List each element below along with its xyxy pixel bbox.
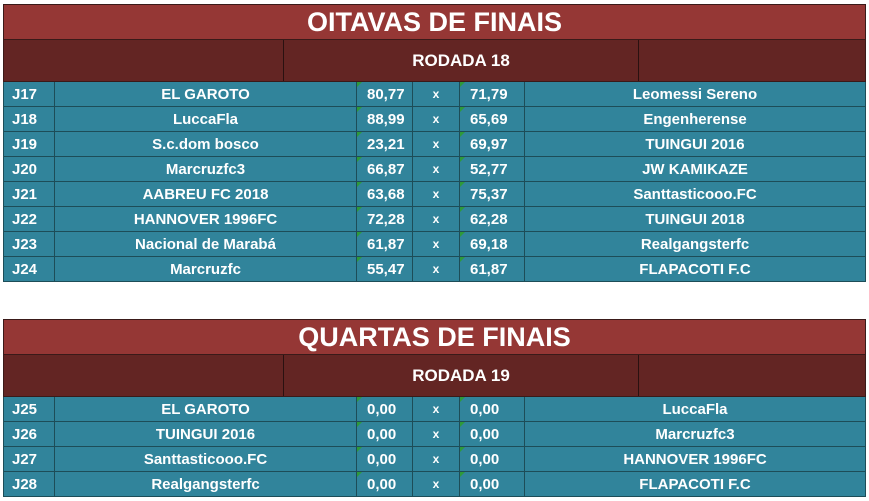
home-team: S.c.dom bosco: [55, 132, 357, 156]
away-team: TUINGUI 2016: [525, 132, 865, 156]
match-id: J19: [4, 132, 55, 156]
table-row: J27 Santtasticooo.FC 0,00 x 0,00 HANNOVER 199…: [3, 447, 866, 472]
away-score: 69,97: [460, 132, 525, 156]
versus-mark: x: [413, 472, 460, 496]
oitavas-match-list: J17 EL GAROTO 80,77 x 71,79 Leomessi Sereno J1…: [3, 82, 866, 282]
quartas-section: QUARTAS DE FINAIS RODADA 19 J25 EL GAROTO…: [3, 319, 866, 497]
away-score: 0,00: [460, 447, 525, 471]
home-team: Nacional de Marabá: [55, 232, 357, 256]
away-score: 62,28: [460, 207, 525, 231]
home-score: 72,28: [357, 207, 413, 231]
away-score: 75,37: [460, 182, 525, 206]
away-team: Marcruzfc3: [525, 422, 865, 446]
away-score: 0,00: [460, 397, 525, 421]
table-row: J25 EL GAROTO 0,00 x 0,00 LuccaFla: [3, 397, 866, 422]
away-team: Santtasticooo.FC: [525, 182, 865, 206]
home-score: 0,00: [357, 397, 413, 421]
away-team: FLAPACOTI F.C: [525, 257, 865, 281]
away-team: HANNOVER 1996FC: [525, 447, 865, 471]
home-team: AABREU FC 2018: [55, 182, 357, 206]
table-row: J21 AABREU FC 2018 63,68 x 75,37 Santtasticoo…: [3, 182, 866, 207]
versus-mark: x: [413, 232, 460, 256]
home-team: Marcruzfc: [55, 257, 357, 281]
table-row: J23 Nacional de Marabá 61,87 x 69,18 Realgang…: [3, 232, 866, 257]
oitavas-section: OITAVAS DE FINAIS RODADA 18 J17 EL GAROTO…: [3, 4, 866, 282]
home-team: LuccaFla: [55, 107, 357, 131]
round-header-spacer-right: [639, 355, 865, 396]
match-id: J20: [4, 157, 55, 181]
home-score: 66,87: [357, 157, 413, 181]
home-team: EL GAROTO: [55, 82, 357, 106]
home-score: 23,21: [357, 132, 413, 156]
home-score: 0,00: [357, 472, 413, 496]
match-id: J17: [4, 82, 55, 106]
versus-mark: x: [413, 207, 460, 231]
match-id: J21: [4, 182, 55, 206]
versus-mark: x: [413, 447, 460, 471]
table-row: J24 Marcruzfc 55,47 x 61,87 FLAPACOTI F.C: [3, 257, 866, 282]
match-id: J23: [4, 232, 55, 256]
away-score: 52,77: [460, 157, 525, 181]
away-team: TUINGUI 2018: [525, 207, 865, 231]
match-id: J22: [4, 207, 55, 231]
home-team: Realgangsterfc: [55, 472, 357, 496]
away-score: 0,00: [460, 422, 525, 446]
versus-mark: x: [413, 132, 460, 156]
quartas-match-list: J25 EL GAROTO 0,00 x 0,00 LuccaFla J26 TUINGUI …: [3, 397, 866, 497]
home-team: Santtasticooo.FC: [55, 447, 357, 471]
versus-mark: x: [413, 82, 460, 106]
round-header-spacer-left: [4, 355, 283, 396]
away-score: 69,18: [460, 232, 525, 256]
home-score: 80,77: [357, 82, 413, 106]
quartas-title: QUARTAS DE FINAIS: [3, 319, 866, 355]
home-score: 0,00: [357, 422, 413, 446]
match-id: J24: [4, 257, 55, 281]
away-team: Leomessi Sereno: [525, 82, 865, 106]
away-score: 65,69: [460, 107, 525, 131]
versus-mark: x: [413, 182, 460, 206]
versus-mark: x: [413, 397, 460, 421]
table-row: J19 S.c.dom bosco 23,21 x 69,97 TUINGUI 2016: [3, 132, 866, 157]
table-row: J20 Marcruzfc3 66,87 x 52,77 JW KAMIKAZE: [3, 157, 866, 182]
away-team: FLAPACOTI F.C: [525, 472, 865, 496]
home-score: 61,87: [357, 232, 413, 256]
away-team: LuccaFla: [525, 397, 865, 421]
oitavas-round-label: RODADA 18: [283, 40, 639, 81]
oitavas-title: OITAVAS DE FINAIS: [3, 4, 866, 40]
home-team: TUINGUI 2016: [55, 422, 357, 446]
table-row: J26 TUINGUI 2016 0,00 x 0,00 Marcruzfc3: [3, 422, 866, 447]
away-team: Realgangsterfc: [525, 232, 865, 256]
away-team: Engenherense: [525, 107, 865, 131]
versus-mark: x: [413, 257, 460, 281]
away-score: 61,87: [460, 257, 525, 281]
table-row: J22 HANNOVER 1996FC 72,28 x 62,28 TUINGUI 201…: [3, 207, 866, 232]
match-id: J27: [4, 447, 55, 471]
away-team: JW KAMIKAZE: [525, 157, 865, 181]
away-score: 0,00: [460, 472, 525, 496]
match-id: J18: [4, 107, 55, 131]
round-header-spacer-left: [4, 40, 283, 81]
table-row: J18 LuccaFla 88,99 x 65,69 Engenherense: [3, 107, 866, 132]
home-score: 55,47: [357, 257, 413, 281]
home-team: EL GAROTO: [55, 397, 357, 421]
table-row: J28 Realgangsterfc 0,00 x 0,00 FLAPACOTI F.C: [3, 472, 866, 497]
round-header-spacer-right: [639, 40, 865, 81]
versus-mark: x: [413, 422, 460, 446]
match-id: J25: [4, 397, 55, 421]
match-id: J28: [4, 472, 55, 496]
table-row: J17 EL GAROTO 80,77 x 71,79 Leomessi Sereno: [3, 82, 866, 107]
versus-mark: x: [413, 157, 460, 181]
home-team: HANNOVER 1996FC: [55, 207, 357, 231]
home-score: 63,68: [357, 182, 413, 206]
home-score: 88,99: [357, 107, 413, 131]
away-score: 71,79: [460, 82, 525, 106]
match-id: J26: [4, 422, 55, 446]
home-team: Marcruzfc3: [55, 157, 357, 181]
home-score: 0,00: [357, 447, 413, 471]
versus-mark: x: [413, 107, 460, 131]
quartas-round-label: RODADA 19: [283, 355, 639, 396]
quartas-round-header: RODADA 19: [3, 355, 866, 397]
oitavas-round-header: RODADA 18: [3, 40, 866, 82]
